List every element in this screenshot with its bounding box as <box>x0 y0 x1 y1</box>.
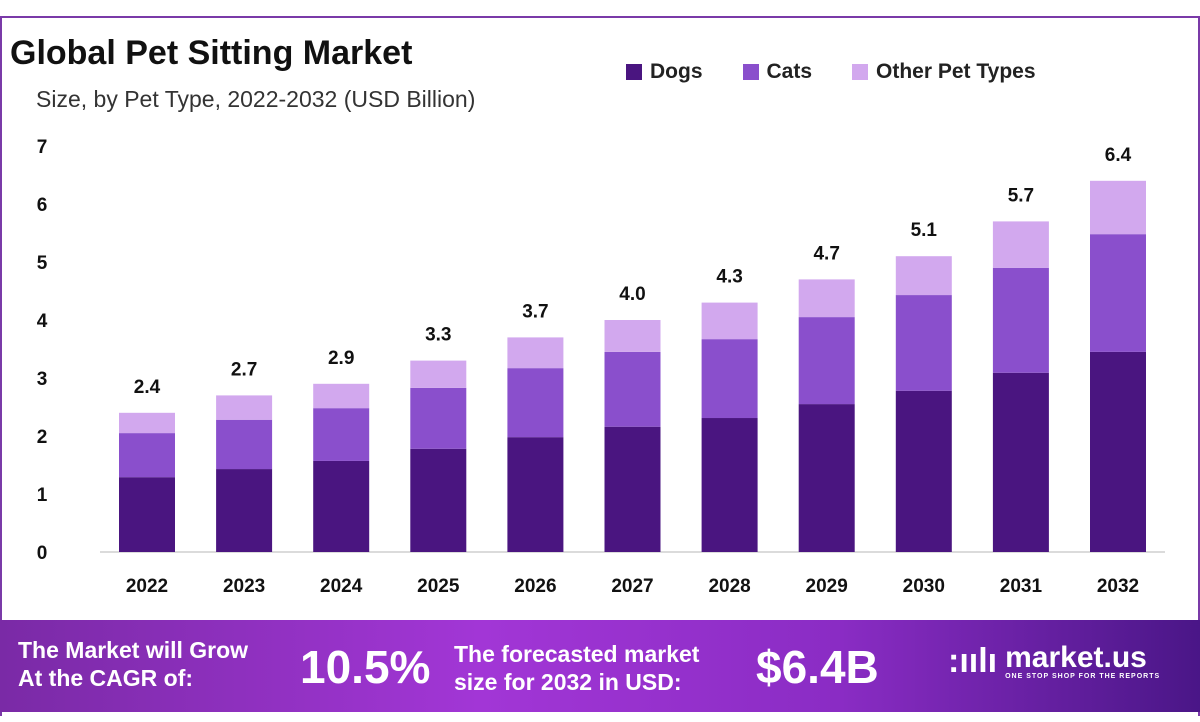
bar-segment-other-pet-types <box>216 395 273 420</box>
brand-logo: :ıılı market.us ONE STOP SHOP FOR THE RE… <box>948 642 1160 681</box>
bar-segment-other-pet-types <box>119 412 175 434</box>
y-tick-label: 6 <box>37 195 48 216</box>
total-data-label: 6.4 <box>1105 145 1132 166</box>
legend-swatch <box>626 64 642 80</box>
bar-segment-other-pet-types <box>701 302 758 340</box>
x-tick-label: 2022 <box>126 576 168 597</box>
y-tick-label: 3 <box>37 369 48 390</box>
total-data-label: 5.1 <box>911 220 938 241</box>
bar-segment-dogs <box>798 404 855 552</box>
legend-item-cats: Cats <box>742 60 813 84</box>
bar-segment-other-pet-types <box>992 221 1049 268</box>
bar-segment-cats <box>410 387 467 449</box>
x-tick-label: 2031 <box>1000 576 1043 597</box>
x-tick-label: 2027 <box>611 576 653 597</box>
x-tick-label: 2023 <box>223 576 265 597</box>
total-data-label: 2.9 <box>328 348 354 369</box>
bar-segment-other-pet-types <box>507 337 564 369</box>
total-data-label: 2.4 <box>134 377 161 398</box>
bar-segment-dogs <box>895 390 952 552</box>
bar-segment-dogs <box>1090 351 1146 552</box>
y-tick-label: 2 <box>37 427 48 448</box>
bar-segment-cats <box>604 351 661 427</box>
legend-label: Dogs <box>650 60 703 83</box>
forecast-label: The forecasted market size for 2032 in U… <box>454 640 699 696</box>
cagr-label-line1: The Market will Grow <box>18 637 249 663</box>
bar-segment-dogs <box>119 477 175 552</box>
chart-subtitle: Size, by Pet Type, 2022-2032 (USD Billio… <box>36 86 476 112</box>
legend: Dogs Cats Other Pet Types <box>626 60 1036 84</box>
legend-swatch <box>742 64 759 80</box>
bar-segment-cats <box>992 267 1049 373</box>
y-tick-label: 0 <box>37 543 48 564</box>
legend-item-dogs: Dogs <box>626 60 703 84</box>
bar-segment-cats <box>701 339 758 419</box>
cagr-value: 10.5% <box>300 641 431 693</box>
y-tick-label: 5 <box>37 253 48 274</box>
bar-segment-other-pet-types <box>313 383 370 409</box>
bar-segment-other-pet-types <box>798 279 855 318</box>
x-tick-label: 2030 <box>903 576 945 597</box>
bar-segment-cats <box>119 433 175 478</box>
forecast-value: $6.4B <box>756 641 879 693</box>
bar-segment-other-pet-types <box>895 256 952 296</box>
x-tick-label: 2029 <box>806 576 848 597</box>
x-tick-label: 2025 <box>417 576 460 597</box>
bar-segment-other-pet-types <box>604 320 661 352</box>
bar-segment-dogs <box>604 426 661 552</box>
forecast-label-line1: The forecasted market <box>454 641 700 667</box>
y-tick-label: 7 <box>37 137 48 158</box>
bar-segment-dogs <box>313 460 370 552</box>
legend-swatch <box>852 64 869 80</box>
y-tick-label: 1 <box>37 485 48 506</box>
bar-segment-cats <box>216 419 273 470</box>
cagr-label-line2: At the CAGR of: <box>18 665 194 691</box>
bar-segment-dogs <box>701 418 758 552</box>
bar-segment-dogs <box>216 469 273 552</box>
logo-icon: :ıılı <box>948 642 998 680</box>
y-tick-label: 4 <box>37 311 48 332</box>
total-data-label: 4.7 <box>813 243 839 264</box>
legend-label: Other Pet Types <box>876 60 1036 83</box>
bar-chart: 0 1 2 3 4 5 6 7 2.4 2022 2.7 2023 2.9 2024 3.3 2025 3.7 2… <box>37 137 1165 597</box>
footer-banner: The Market will Grow At the CAGR of: 10.… <box>0 620 1200 712</box>
x-tick-label: 2028 <box>708 576 750 597</box>
bar-segment-cats <box>507 368 564 438</box>
x-tick-label: 2024 <box>320 576 363 597</box>
bar-segment-dogs <box>507 437 564 552</box>
brand-tagline: ONE STOP SHOP FOR THE REPORTS <box>1005 673 1161 680</box>
x-tick-label: 2032 <box>1097 576 1139 597</box>
chart-title: Global Pet Sitting Market <box>10 34 413 72</box>
chart-frame <box>0 16 1200 716</box>
bar-segment-other-pet-types <box>1090 180 1146 235</box>
cagr-label: The Market will Grow At the CAGR of: <box>18 636 248 692</box>
legend-label: Cats <box>766 60 813 83</box>
bar-segment-dogs <box>992 372 1049 552</box>
total-data-label: 4.3 <box>716 267 742 288</box>
total-data-label: 5.7 <box>1008 185 1034 206</box>
legend-item-other: Other Pet Types <box>852 60 1036 84</box>
bar-segment-cats <box>895 295 952 391</box>
total-data-label: 4.0 <box>619 284 645 305</box>
bar-segment-cats <box>313 408 370 461</box>
total-data-label: 3.3 <box>425 325 451 346</box>
bar-segment-dogs <box>410 448 467 552</box>
total-data-label: 2.7 <box>231 359 257 380</box>
forecast-label-line2: size for 2032 in USD: <box>454 669 682 695</box>
bar-segment-cats <box>798 317 855 405</box>
bar-segment-other-pet-types <box>410 360 467 388</box>
x-tick-label: 2026 <box>514 576 556 597</box>
brand-name: market.us <box>1005 641 1147 674</box>
bar-segment-cats <box>1090 234 1146 352</box>
total-data-label: 3.7 <box>522 301 548 322</box>
